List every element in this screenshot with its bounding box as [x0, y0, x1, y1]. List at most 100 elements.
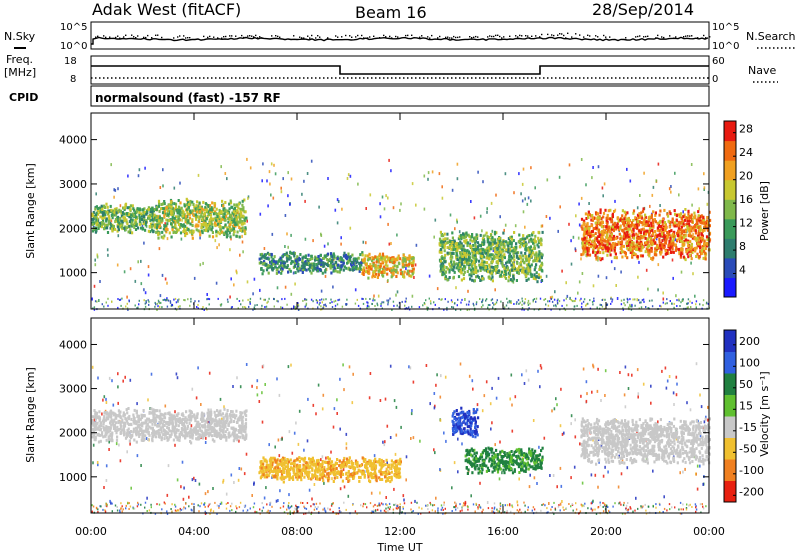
- scatter-cell: [127, 175, 129, 178]
- echo-cell: [683, 236, 685, 239]
- echo-cell: [586, 247, 588, 250]
- scatter-cell: [365, 207, 367, 210]
- echo-cell: [613, 210, 615, 213]
- scatter-cell: [682, 300, 683, 302]
- echo-cell: [313, 262, 315, 265]
- echo-cell: [686, 217, 688, 220]
- echo-cell: [701, 236, 703, 239]
- echo-cell: [215, 230, 217, 233]
- echo-cell: [224, 218, 226, 221]
- echo-cell: [463, 277, 465, 280]
- echo-cell: [597, 251, 599, 254]
- echo-cell: [449, 240, 451, 243]
- echo-cell: [659, 244, 661, 247]
- echo-cell: [268, 272, 270, 275]
- echo-cell: [243, 222, 245, 225]
- echo-cell: [610, 245, 612, 248]
- echo-cell: [226, 234, 228, 237]
- echo-cell: [483, 239, 485, 242]
- scatter-cell: [178, 306, 179, 308]
- echo-cell: [629, 249, 631, 252]
- nsearch-dot: [95, 37, 96, 38]
- echo-cell: [675, 249, 677, 252]
- scatter-cell: [433, 301, 434, 303]
- echo-cell: [201, 211, 203, 214]
- scatter-cell: [239, 300, 240, 302]
- echo-cell: [362, 269, 364, 272]
- scatter-cell: [107, 298, 108, 300]
- nsearch-dot: [293, 35, 294, 36]
- nsearch-dot: [499, 36, 500, 37]
- echo-cell: [407, 270, 409, 273]
- echo-cell: [489, 242, 491, 245]
- nsearch-dot: [605, 37, 606, 38]
- scatter-cell: [680, 301, 681, 303]
- echo-cell: [284, 253, 286, 256]
- echo-cell: [477, 245, 479, 248]
- echo-cell: [474, 244, 476, 247]
- echo-cell: [364, 254, 366, 257]
- scatter-cell: [173, 299, 174, 301]
- echo-cell: [235, 212, 237, 215]
- nsearch-dot: [389, 36, 390, 37]
- nave-label: Nave: [748, 64, 776, 77]
- scatter-cell: [129, 300, 130, 302]
- nsearch-dot: [503, 36, 504, 37]
- scatter-cell: [505, 172, 507, 175]
- echo-cell: [230, 200, 232, 203]
- scatter-cell: [466, 304, 467, 306]
- echo-cell: [602, 237, 604, 240]
- scatter-cell: [428, 171, 430, 174]
- scatter-cell: [209, 298, 210, 300]
- echo-cell: [199, 233, 201, 236]
- scatter-cell: [388, 299, 389, 301]
- nsearch-dot: [221, 38, 222, 39]
- scatter-cell: [122, 380, 124, 383]
- nsearch-dot: [299, 37, 300, 38]
- echo-cell: [468, 266, 470, 269]
- echo-cell: [206, 209, 208, 212]
- scatter-cell: [262, 162, 264, 165]
- echo-cell: [206, 217, 208, 220]
- echo-cell: [480, 234, 482, 237]
- echo-cell: [178, 223, 180, 226]
- echo-cell: [462, 236, 464, 239]
- echo-cell: [683, 256, 685, 259]
- scatter-cell: [143, 288, 145, 291]
- echo-cell: [408, 257, 410, 260]
- echo-cell: [212, 218, 214, 221]
- echo-cell: [705, 258, 707, 261]
- scatter-cell: [181, 238, 183, 241]
- scatter-cell: [557, 300, 558, 302]
- nsearch-dot: [475, 36, 476, 37]
- colorbar-tick-label: 20: [739, 170, 753, 183]
- scatter-cell: [262, 421, 264, 424]
- echo-cell: [219, 228, 221, 231]
- echo-cell: [158, 200, 160, 203]
- echo-cell: [513, 258, 515, 261]
- echo-cell: [504, 245, 506, 248]
- echo-cell: [490, 234, 492, 237]
- scatter-cell: [518, 303, 519, 305]
- echo-cell: [682, 243, 684, 246]
- scatter-cell: [176, 301, 177, 303]
- echo-cell: [646, 220, 648, 223]
- echo-cell: [501, 271, 503, 274]
- echo-cell: [443, 241, 445, 244]
- echo-cell: [615, 243, 617, 246]
- echo-cell: [582, 228, 584, 231]
- colorbar-tick-label: 28: [739, 123, 753, 136]
- echo-cell: [180, 231, 182, 234]
- echo-cell: [238, 226, 240, 229]
- nsearch-dot: [571, 36, 572, 37]
- nsearch-dot: [183, 35, 184, 36]
- scatter-cell: [330, 299, 331, 301]
- echo-cell: [410, 275, 412, 278]
- echo-cell: [654, 230, 656, 233]
- scatter-cell: [332, 286, 334, 289]
- scatter-cell: [254, 304, 255, 306]
- scatter-cell: [412, 182, 414, 185]
- scatter-cell: [350, 175, 352, 178]
- echo-cell: [485, 266, 487, 269]
- echo-cell: [293, 252, 295, 255]
